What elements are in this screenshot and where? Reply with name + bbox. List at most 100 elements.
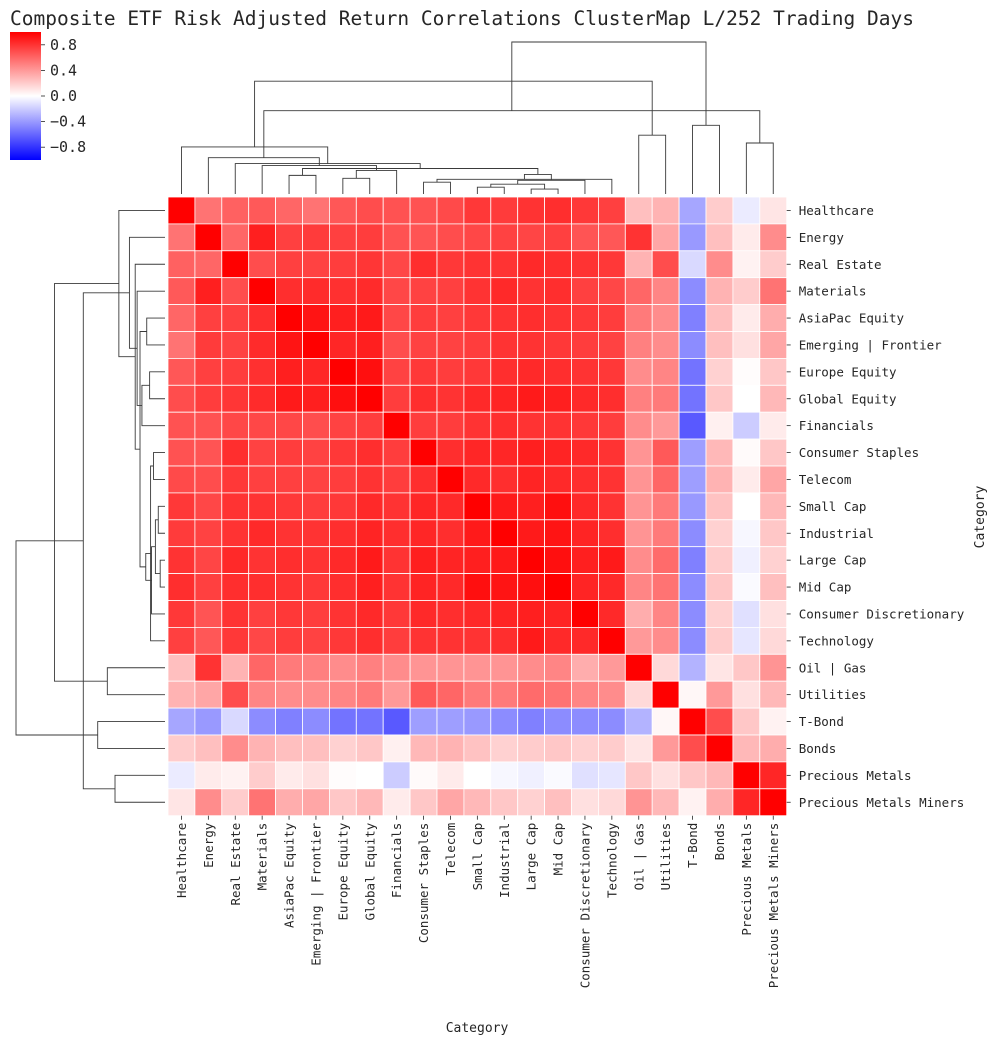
y-tick-label: Bonds	[799, 741, 837, 756]
heatmap-cell	[678, 357, 707, 386]
heatmap-cell	[382, 627, 411, 655]
heatmap-cell	[624, 680, 653, 709]
heatmap-cell	[382, 546, 411, 575]
heatmap-cell	[167, 331, 196, 359]
heatmap-cell	[275, 438, 303, 467]
column-dendrogram-link	[342, 177, 371, 194]
heatmap-cell	[624, 384, 653, 413]
x-tick-label: Precious Metals	[739, 823, 754, 936]
heatmap-cell	[490, 277, 519, 306]
x-tick-label: Large Cap	[524, 823, 539, 891]
heatmap-cell	[598, 600, 626, 628]
heatmap-cell	[732, 627, 761, 655]
y-tick-label: Telecom	[799, 472, 852, 487]
heatmap-cell	[544, 465, 572, 494]
heatmap-cell	[275, 707, 303, 736]
heatmap-cell	[436, 223, 465, 252]
heatmap-cell	[275, 573, 303, 601]
heatmap-cell	[355, 304, 384, 332]
heatmap-cell	[705, 573, 734, 601]
heatmap-cell	[624, 600, 653, 628]
y-tick-label: Energy	[799, 230, 845, 245]
heatmap-cell	[732, 519, 761, 548]
heatmap-cell	[759, 573, 788, 601]
heatmap-cell	[221, 546, 250, 575]
heatmap-cell	[678, 546, 707, 575]
heatmap-cell	[302, 519, 330, 548]
heatmap-cell	[221, 465, 250, 494]
heatmap-cell	[221, 492, 250, 521]
heatmap-cell	[248, 411, 276, 440]
heatmap-cell	[302, 277, 330, 306]
column-dendrogram-link	[423, 181, 451, 194]
heatmap-cell	[571, 734, 599, 763]
heatmap-cell	[517, 546, 546, 575]
heatmap-cell	[382, 680, 411, 709]
heatmap-cell	[221, 761, 250, 790]
heatmap-cell	[571, 196, 599, 225]
heatmap-cell	[248, 653, 276, 682]
heatmap-cell	[624, 707, 653, 736]
heatmap-cell	[571, 223, 599, 252]
heatmap-cell	[302, 707, 330, 736]
y-tick-label: Small Cap	[799, 499, 867, 514]
heatmap-cell	[624, 788, 653, 817]
row-dendrogram-link	[151, 546, 165, 615]
column-dendrogram-link	[490, 183, 546, 190]
heatmap-cell	[651, 707, 680, 736]
heatmap-cell	[651, 250, 680, 279]
x-axis-label: Category	[446, 1021, 509, 1036]
heatmap-cell	[355, 357, 384, 386]
heatmap-cell	[328, 223, 357, 252]
row-dendrogram-link	[153, 452, 165, 480]
heatmap-cell	[517, 707, 546, 736]
heatmap-cell	[732, 223, 761, 252]
heatmap-cell	[194, 573, 223, 601]
heatmap-cell	[302, 573, 330, 601]
heatmap-cell	[598, 492, 626, 521]
heatmap-cell	[490, 680, 519, 709]
heatmap-cell	[302, 438, 330, 467]
heatmap-cell	[167, 304, 196, 332]
heatmap-cell	[167, 357, 196, 386]
heatmap-cell	[463, 707, 492, 736]
heatmap-cell	[598, 546, 626, 575]
heatmap-cell	[248, 627, 276, 655]
heatmap-cell	[705, 384, 734, 413]
heatmap-cell	[517, 600, 546, 628]
heatmap	[167, 196, 788, 817]
heatmap-cell	[598, 277, 626, 306]
heatmap-cell	[544, 653, 572, 682]
heatmap-cell	[463, 250, 492, 279]
heatmap-cell	[624, 519, 653, 548]
heatmap-cell	[651, 546, 680, 575]
heatmap-cell	[705, 465, 734, 494]
heatmap-cell	[705, 519, 734, 548]
heatmap-cell	[705, 277, 734, 306]
heatmap-cell	[517, 492, 546, 521]
heatmap-cell	[355, 492, 384, 521]
heatmap-cell	[705, 357, 734, 386]
heatmap-cell	[490, 465, 519, 494]
x-tick-label: Oil | Gas	[631, 823, 646, 891]
colorbar-gradient	[10, 32, 41, 160]
heatmap-cell	[651, 223, 680, 252]
heatmap-cell	[544, 223, 572, 252]
heatmap-cell	[436, 384, 465, 413]
heatmap-cell	[275, 653, 303, 682]
heatmap-cell	[409, 788, 438, 817]
heatmap-cell	[275, 761, 303, 790]
heatmap-cell	[248, 223, 276, 252]
column-dendrogram-link	[530, 188, 559, 194]
x-tick-label: T-Bond	[685, 823, 700, 868]
heatmap-cell	[463, 734, 492, 763]
heatmap-cell	[759, 600, 788, 628]
heatmap-cell	[624, 653, 653, 682]
heatmap-cell	[571, 465, 599, 494]
y-tick-labels: Healthcare Energy Real Estate Materials Asia…	[786, 203, 965, 810]
heatmap-cell	[571, 600, 599, 628]
y-tick-label: Healthcare	[799, 203, 874, 218]
heatmap-cell	[624, 492, 653, 521]
heatmap-cell	[651, 788, 680, 817]
heatmap-cell	[463, 411, 492, 440]
